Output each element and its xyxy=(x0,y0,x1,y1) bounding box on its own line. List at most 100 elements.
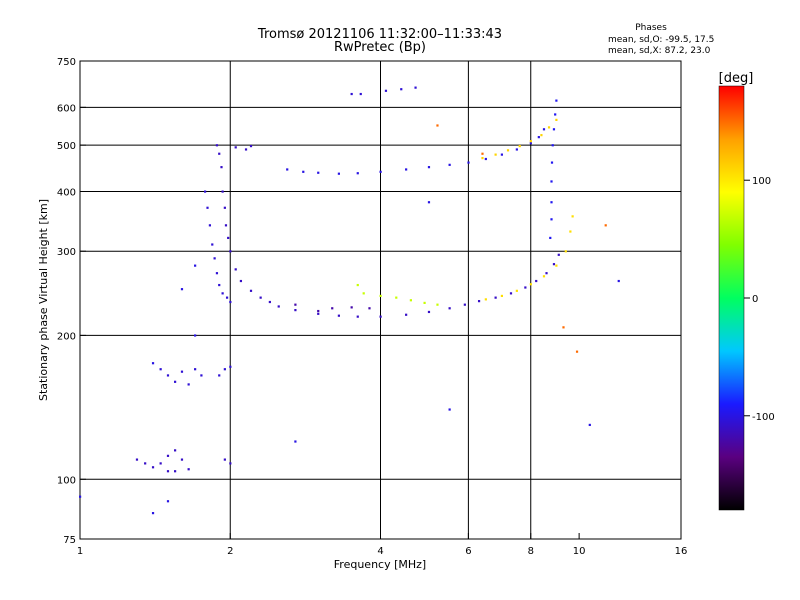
data-point xyxy=(203,190,207,193)
data-point xyxy=(180,288,184,291)
data-point xyxy=(550,218,553,221)
data-point xyxy=(215,272,219,275)
data-point xyxy=(409,299,412,302)
data-point xyxy=(436,124,439,127)
data-point xyxy=(542,128,546,131)
data-point xyxy=(200,374,203,377)
data-point xyxy=(166,454,170,457)
data-point xyxy=(223,458,226,461)
data-point xyxy=(268,300,271,304)
y-tick-label: 600 xyxy=(57,103,76,114)
y-tick-label: 75 xyxy=(63,535,76,546)
data-point xyxy=(500,294,504,298)
data-point xyxy=(229,365,232,368)
colorbar-label: [deg] xyxy=(719,71,754,86)
data-point xyxy=(484,157,487,161)
chart-subtitle: RwPretec (Bp) xyxy=(334,40,426,55)
data-point xyxy=(277,305,280,308)
data-point xyxy=(571,215,574,218)
data-point xyxy=(362,292,365,295)
y-tick-label: 750 xyxy=(57,57,76,68)
data-point xyxy=(537,136,540,139)
x-tick-label: 10 xyxy=(573,546,586,557)
data-point xyxy=(221,190,224,193)
data-point xyxy=(166,470,170,473)
data-point xyxy=(356,283,359,287)
data-point xyxy=(550,201,553,204)
data-point xyxy=(224,224,228,227)
colorbar xyxy=(718,85,745,511)
data-point xyxy=(302,170,305,173)
data-point xyxy=(220,166,223,169)
y-axis-label: Stationary phase Virtual Height [km] xyxy=(37,199,50,401)
data-point xyxy=(379,170,382,173)
data-point xyxy=(555,264,558,267)
data-point xyxy=(166,500,170,503)
data-point xyxy=(337,172,341,175)
data-point xyxy=(206,206,209,209)
data-point xyxy=(529,140,532,143)
data-point xyxy=(529,142,532,145)
data-point xyxy=(218,374,221,377)
data-point xyxy=(575,350,579,353)
data-point xyxy=(604,224,607,227)
stats-o-mode: mean, sd,O: -99.5, 17.5 xyxy=(608,35,714,45)
data-point xyxy=(564,250,567,253)
data-point xyxy=(550,180,553,183)
data-point xyxy=(213,257,216,260)
x-tick-label: 1 xyxy=(77,546,83,557)
data-points xyxy=(79,86,620,515)
data-point xyxy=(239,279,243,283)
data-point xyxy=(159,462,162,465)
data-point xyxy=(529,283,532,286)
data-point xyxy=(173,470,177,473)
data-point xyxy=(317,309,320,313)
data-point xyxy=(229,300,232,304)
data-point xyxy=(477,300,481,303)
data-point xyxy=(180,458,184,461)
data-point xyxy=(547,126,551,129)
data-point xyxy=(549,236,552,240)
data-point xyxy=(350,306,353,309)
data-point xyxy=(166,374,170,377)
data-point xyxy=(551,144,554,147)
data-point xyxy=(223,206,226,209)
data-point xyxy=(427,166,431,169)
grid xyxy=(80,61,681,539)
data-point xyxy=(359,92,362,96)
data-point xyxy=(227,236,230,240)
data-point xyxy=(173,380,177,383)
data-point xyxy=(555,118,558,122)
data-point xyxy=(552,128,556,131)
data-point xyxy=(436,303,439,306)
data-point xyxy=(569,230,572,233)
x-tick-label: 6 xyxy=(465,546,471,557)
data-point xyxy=(356,172,359,175)
data-point xyxy=(395,296,398,299)
data-point xyxy=(221,292,224,295)
data-point xyxy=(218,152,221,155)
data-point xyxy=(555,99,558,102)
stats-heading: Phases xyxy=(635,23,667,33)
x-tick-label: 16 xyxy=(675,546,688,557)
data-point xyxy=(554,113,557,116)
data-point xyxy=(350,92,353,96)
data-point xyxy=(317,312,320,315)
colorbar-tick-label: -100 xyxy=(752,412,775,423)
data-point xyxy=(588,423,591,427)
y-tick-label: 100 xyxy=(57,475,76,486)
axis-ticks: 1 2 4 6 8 10 16 75 100 200 300 400 500 600 750 xyxy=(57,57,687,557)
data-point xyxy=(562,326,565,329)
data-point xyxy=(494,153,497,156)
data-point xyxy=(234,268,237,271)
data-point xyxy=(173,449,177,452)
data-point xyxy=(180,370,184,373)
data-point xyxy=(550,161,554,164)
data-point xyxy=(384,89,388,92)
data-point xyxy=(211,243,214,246)
data-point xyxy=(448,163,451,166)
data-point xyxy=(151,466,155,469)
data-point xyxy=(331,307,334,310)
data-point xyxy=(194,334,197,337)
